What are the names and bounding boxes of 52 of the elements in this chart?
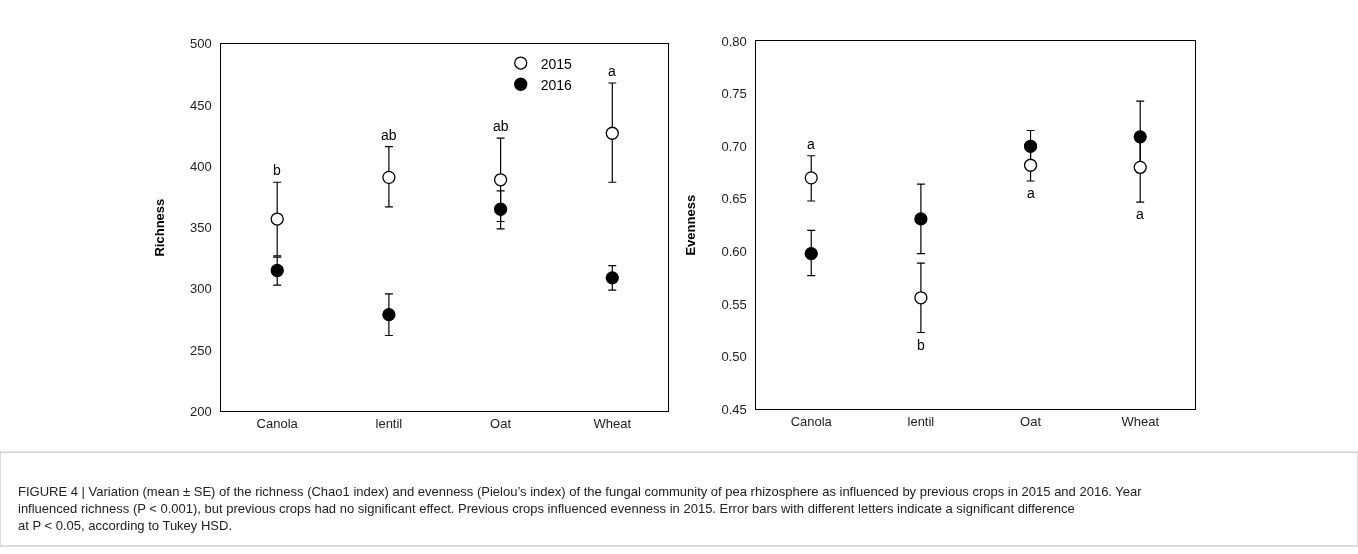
point [605,126,619,140]
annotation: a [807,136,815,152]
x-tick-label: lentil [375,416,403,432]
point [493,173,508,187]
x-tick-label: Oat [1020,413,1042,429]
point [493,202,508,216]
annotation: a [608,63,616,79]
y-tick-label: 0.60 [721,244,747,260]
y-axis-title: Evenness [683,194,699,256]
point [605,271,619,285]
annotation: ab [381,127,397,143]
y-axis-title: Richness [152,198,167,257]
y-tick-label: 0.55 [721,296,747,312]
annotation: ab [493,118,509,134]
y-tick-label: 350 [190,220,212,236]
x-tick-label: Wheat [593,416,632,432]
point [270,263,284,278]
point [914,212,928,226]
x-tick-label: Canola [790,413,833,429]
annotation: a [1027,185,1035,201]
caption: FIGURE 4 | Variation (mean ± SE) of the richness (Chao1 index) and evenness (Pielou’s index) of the fungal community of pea rhizosphere as influenced by previous crops in 2015 and 2016. Year influenced richness (P < 0.001), but previous crops had no significant effect. Previous crops influenced evenness in 2015. Error bars with different letters indicate a significant difference at P < 0.05, according to Tukey HSD. [18,484,1143,533]
annotation: a [1136,206,1144,222]
y-tick-label: 200 [190,404,212,420]
point [1023,158,1038,172]
y-tick-label: 500 [190,36,212,52]
x-tick-label: Wheat [1121,413,1160,429]
y-tick-label: 250 [190,342,212,358]
y-tick-label: 450 [190,97,212,113]
x-tick-label: Canola [256,416,299,432]
x-tick-label: lentil [907,413,935,429]
annotation: b [917,337,925,353]
point [804,246,818,261]
y-tick-label: 0.75 [721,86,747,102]
point [804,171,818,185]
legend-label: 2015 [540,55,573,72]
y-tick-label: 0.45 [721,401,747,417]
point [1023,139,1038,153]
y-tick-label: 300 [190,281,212,297]
y-tick-label: 0.70 [721,138,747,154]
annotation: b [273,162,281,178]
y-tick-label: 0.80 [721,33,747,49]
point [382,307,396,322]
point [1133,130,1147,144]
y-tick-label: 400 [190,158,212,174]
legend-label: 2016 [540,76,573,93]
point [1133,160,1147,174]
point [382,170,396,185]
x-tick-label: Oat [490,416,512,432]
point [270,212,284,226]
point [914,291,928,305]
y-tick-label: 0.65 [721,191,747,207]
y-tick-label: 0.50 [721,349,747,365]
